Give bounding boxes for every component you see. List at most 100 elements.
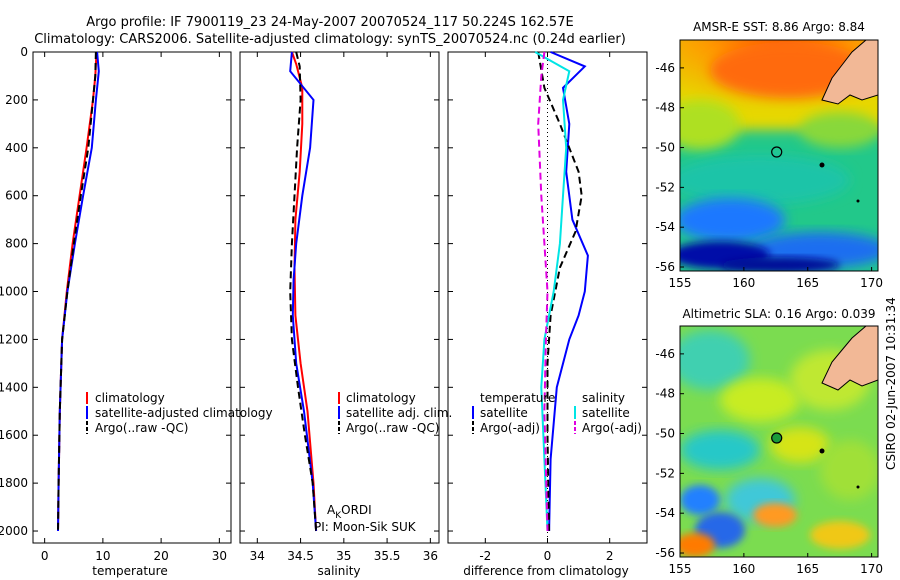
y-tick-label: -46: [655, 347, 675, 361]
y-tick-label: 200: [5, 93, 28, 107]
legend-label-temp-argo: Argo(-adj): [480, 421, 540, 435]
difference-legend: temperature satellite Argo(-adj) salinit…: [472, 391, 642, 435]
x-tick-label: 30: [212, 549, 227, 563]
x-tick-label: 35: [336, 549, 351, 563]
legend-label-argo: Argo(..raw -QC): [95, 421, 188, 435]
temperature-axes-frame: [32, 51, 232, 544]
x-tick-label: 160: [732, 562, 755, 576]
y-tick-label: 1400: [0, 380, 28, 394]
y-tick-label: -52: [655, 180, 675, 194]
x-tick-label: 170: [860, 562, 883, 576]
figure-title-line2: Climatology: CARS2006. Satellite-adjuste…: [34, 32, 626, 47]
x-tick-label: 20: [153, 549, 168, 563]
y-tick-label: 1000: [0, 285, 28, 299]
legend-title-temperature: temperature: [480, 391, 555, 405]
legend-label-sal-satellite: satellite: [582, 406, 630, 420]
series-line-satellite: [548, 51, 589, 532]
side-timestamp: CSIRO 02-Jun-2007 10:31:34: [884, 297, 898, 470]
island-dot: [856, 199, 860, 203]
x-tick-label: 160: [732, 276, 755, 290]
sla-map-panel: Altimetric SLA: 0.16 Argo: 0.039 155 160 1…: [655, 307, 883, 576]
operator-annotation: AKORDI: [327, 503, 372, 521]
x-tick-label: 10: [95, 549, 110, 563]
temperature-legend: climatology satellite-adjusted climatolo…: [86, 391, 273, 435]
legend-label-climatology: climatology: [95, 391, 165, 405]
y-tick-label: -54: [655, 220, 675, 234]
temperature-xlabel: temperature: [92, 564, 167, 578]
series-line-satellite-adj-clim: [289, 51, 318, 532]
difference-panel: -2 0 2 difference from climatology tempera…: [447, 51, 648, 578]
sla-map-title: Altimetric SLA: 0.16 Argo: 0.039: [682, 307, 875, 321]
y-tick-label: -46: [655, 61, 675, 75]
difference-xlabel: difference from climatology: [463, 564, 629, 578]
island-dot: [819, 448, 825, 454]
float-position-marker: [771, 432, 783, 444]
x-tick-label: 165: [796, 276, 819, 290]
x-tick-label: 165: [796, 562, 819, 576]
y-tick-label: -50: [655, 141, 675, 155]
legend-label-climatology: climatology: [346, 391, 416, 405]
x-tick-label: 155: [669, 276, 692, 290]
legend-label-temp-satellite: satellite: [480, 406, 528, 420]
x-tick-label: 34.5: [287, 549, 314, 563]
legend-label-satellite-adjusted: satellite-adjusted climatology: [95, 406, 273, 420]
operator-annotation-rest: ORDI: [341, 503, 372, 517]
y-tick-label: -48: [655, 387, 675, 401]
y-tick-label: 2000: [0, 524, 28, 538]
y-tick-label: 1200: [0, 332, 28, 346]
legend-label-satellite-adj: satellite adj. clim.: [346, 406, 452, 420]
y-tick-label: -56: [655, 260, 675, 274]
operator-annotation-sub: K: [335, 511, 342, 521]
salinity-x-tick-labels: 34 34.5 35 35.5 36: [250, 52, 438, 563]
y-tick-label: -56: [655, 546, 675, 560]
y-tick-label: 0: [20, 45, 28, 59]
x-tick-label: 34: [250, 549, 265, 563]
y-tick-label: -50: [655, 427, 675, 441]
difference-x-tick-labels: -2 0 2: [479, 52, 614, 563]
sst-map-title: AMSR-E SST: 8.86 Argo: 8.84: [693, 20, 865, 34]
salinity-panel: 34 34.5 35 35.5 36 salinity climatology sate…: [239, 51, 452, 578]
salinity-axes-frame: [239, 51, 440, 544]
series-line-satellite: [534, 51, 571, 532]
temperature-x-tick-labels: 0 10 20 30: [41, 52, 227, 563]
y-tick-label: 400: [5, 141, 28, 155]
series-line-satellite-adjusted-climatology: [57, 51, 100, 532]
y-tick-label: 1600: [0, 428, 28, 442]
x-tick-label: 2: [606, 549, 614, 563]
x-tick-label: 0: [544, 549, 552, 563]
float-position-marker: [771, 146, 783, 158]
x-tick-label: 35.5: [374, 549, 401, 563]
figure-title-line1: Argo profile: IF 7900119_23 24-May-2007 …: [86, 15, 573, 30]
legend-title-salinity: salinity: [582, 391, 625, 405]
operator-annotation-a: A: [327, 503, 336, 517]
series-line-argo-adj: [537, 51, 583, 532]
land-shape: [821, 326, 878, 391]
series-line-argo-raw-qc: [57, 51, 97, 532]
sla-map-tick-labels: 155 160 165 170 -46 -48 -50 -52 -54 -56: [655, 347, 883, 576]
legend-label-sal-argo: Argo(-adj): [582, 421, 642, 435]
island-dot: [856, 485, 860, 489]
y-tick-label: -54: [655, 506, 675, 520]
sla-map-frame: [679, 325, 879, 558]
x-tick-label: 36: [423, 549, 438, 563]
series-line-argo-adj: [537, 51, 549, 532]
sst-map-tick-labels: 155 160 165 170 -46 -48 -50 -52 -54 -56: [655, 61, 883, 290]
y-tick-label: 1800: [0, 476, 28, 490]
sst-map-panel: AMSR-E SST: 8.86 Argo: 8.84 155 160 165 170…: [655, 20, 883, 290]
x-tick-label: -2: [479, 549, 491, 563]
depth-tick-labels: 0 200 400 600 800 1000 1200 1400 1600 1800 2000: [0, 45, 647, 538]
temperature-series: [57, 51, 100, 532]
sst-map-frame: [679, 39, 879, 272]
salinity-legend: climatology satellite adj. clim. Argo(..…: [338, 391, 452, 435]
legend-label-argo: Argo(..raw -QC): [346, 421, 439, 435]
salinity-xlabel: salinity: [317, 564, 360, 578]
island-dot: [819, 162, 825, 168]
x-tick-label: 0: [41, 549, 49, 563]
x-tick-label: 155: [669, 562, 692, 576]
salinity-series: [289, 51, 318, 532]
pi-annotation: PI: Moon-Sik SUK: [314, 520, 417, 534]
y-tick-label: 800: [5, 237, 28, 251]
x-tick-label: 170: [860, 276, 883, 290]
